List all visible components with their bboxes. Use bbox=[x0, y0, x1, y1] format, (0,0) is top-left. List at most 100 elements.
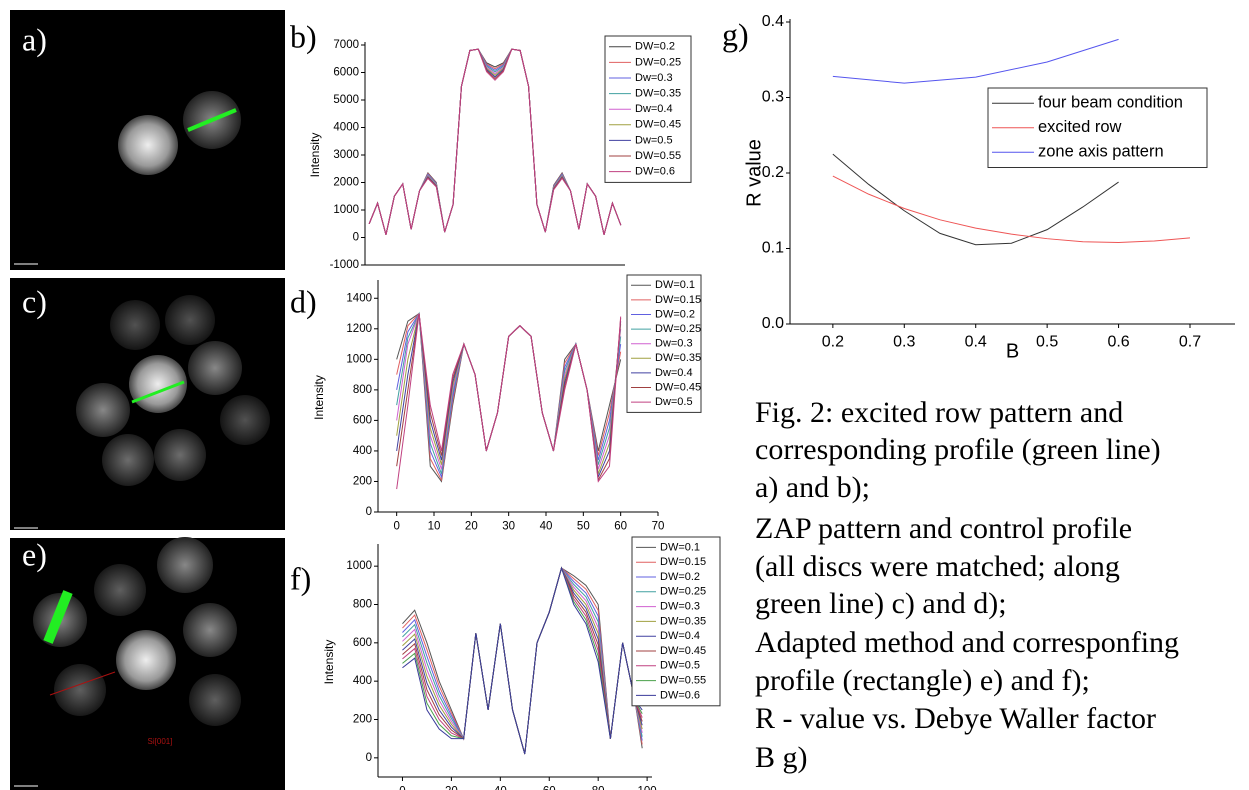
x-tick-label: 50 bbox=[577, 520, 590, 532]
series-line bbox=[368, 48, 622, 235]
x-tick-label: 70 bbox=[652, 520, 665, 532]
x-tick-label: 40 bbox=[494, 785, 507, 790]
caption-line: a) and b); bbox=[755, 471, 870, 504]
legend-label: DW=0.2 bbox=[655, 308, 695, 320]
caption-line: B g) bbox=[755, 741, 808, 774]
chart: 0.0 0.1 0.2 0.3 0.4 0.2 0.3 0.4 0.5 0.6 0.7 R value… bbox=[743, 13, 1235, 362]
x-tick-label: 60 bbox=[614, 520, 627, 532]
x-tick-label: 60 bbox=[543, 785, 556, 790]
image-a bbox=[10, 10, 285, 270]
legend-label: Dw=0.4 bbox=[655, 367, 693, 379]
legend-label: DW=0.2 bbox=[635, 41, 675, 53]
y-tick-label: 0.4 bbox=[762, 13, 784, 30]
y-tick-label: 400 bbox=[353, 675, 372, 687]
panel-label: f) bbox=[290, 560, 311, 596]
y-axis-label: R value bbox=[743, 139, 765, 207]
series-line bbox=[402, 566, 643, 755]
y-tick-label: 0 bbox=[366, 752, 372, 764]
legend-label: Dw=0.4 bbox=[635, 103, 673, 115]
y-tick-label: 800 bbox=[353, 599, 372, 611]
y-tick-label: 1000 bbox=[346, 560, 372, 572]
legend-label: DW=0.35 bbox=[660, 615, 706, 627]
panel-label: g) bbox=[722, 16, 749, 52]
series-line bbox=[402, 566, 643, 755]
y-tick-label: 1000 bbox=[333, 204, 359, 216]
x-tick-label: 30 bbox=[502, 520, 515, 532]
y-axis-label: Intensity bbox=[312, 375, 326, 420]
caption-line: corresponding profile (green line) bbox=[755, 433, 1161, 466]
x-tick-label: 40 bbox=[540, 520, 553, 532]
y-tick-label: 200 bbox=[353, 475, 372, 487]
series-line bbox=[402, 567, 643, 755]
legend-label: DW=0.35 bbox=[635, 88, 681, 100]
y-tick-label: 200 bbox=[353, 714, 372, 726]
legend-label: DW=0.6 bbox=[635, 166, 675, 178]
caption-line: profile (rectangle) e) and f); bbox=[755, 664, 1090, 697]
chart: 0 200 400 600 800 1000 1200 1400 0 10 20 30 40 50 60 70… bbox=[312, 274, 702, 532]
legend-label: four beam condition bbox=[1038, 94, 1183, 112]
y-tick-label: 1000 bbox=[346, 353, 372, 365]
x-tick-label: 0.4 bbox=[965, 334, 987, 351]
legend-label: DW=0.45 bbox=[635, 119, 681, 131]
x-tick-label: 0.3 bbox=[893, 334, 915, 351]
legend-label: zone axis pattern bbox=[1038, 143, 1164, 161]
legend-label: DW=0.3 bbox=[660, 601, 700, 613]
series-line bbox=[402, 566, 643, 755]
legend-label: Dw=0.5 bbox=[635, 134, 673, 146]
series-line bbox=[402, 567, 643, 755]
x-tick-label: 100 bbox=[638, 785, 657, 790]
y-tick-label: 0 bbox=[353, 232, 359, 244]
legend-label: DW=0.25 bbox=[655, 323, 701, 335]
legend-label: excited row bbox=[1038, 118, 1122, 136]
y-tick-label: 4000 bbox=[333, 122, 359, 134]
chart: -1000 0 1000 2000 3000 4000 5000 6000 7000 Intens… bbox=[308, 35, 692, 271]
y-tick-label: 3000 bbox=[333, 149, 359, 161]
legend-label: DW=0.6 bbox=[660, 689, 700, 701]
panel-label: a) bbox=[22, 21, 47, 57]
x-tick-label: 80 bbox=[592, 785, 605, 790]
series-line bbox=[402, 566, 643, 755]
x-tick-label: 0.7 bbox=[1179, 334, 1201, 351]
caption-line: Adapted method and corresponfing bbox=[755, 626, 1179, 659]
y-tick-label: 6000 bbox=[333, 67, 359, 79]
x-tick-label: 0.2 bbox=[822, 334, 844, 351]
legend-label: DW=0.15 bbox=[655, 294, 701, 306]
legend-label: DW=0.55 bbox=[635, 150, 681, 162]
legend-label: DW=0.5 bbox=[660, 660, 700, 672]
caption-line: green line) c) and d); bbox=[755, 587, 1007, 620]
x-tick-label: 0 bbox=[393, 520, 399, 532]
legend-box bbox=[604, 35, 692, 183]
image-annotation: Si[001] bbox=[148, 737, 173, 746]
series-line bbox=[402, 566, 643, 755]
legend-label: DW=0.35 bbox=[655, 352, 701, 364]
panel-label: c) bbox=[22, 283, 47, 319]
y-tick-label: 1200 bbox=[346, 323, 372, 335]
legend-label: DW=0.1 bbox=[655, 279, 695, 291]
series-line bbox=[402, 566, 643, 755]
caption-line: R - value vs. Debye Waller factor bbox=[755, 702, 1156, 735]
legend-label: DW=0.25 bbox=[660, 586, 706, 598]
legend-label: DW=0.4 bbox=[660, 630, 700, 642]
series-line bbox=[402, 566, 643, 755]
legend-label: DW=0.45 bbox=[655, 381, 701, 393]
x-tick-label: 0 bbox=[399, 785, 405, 790]
legend-label: DW=0.55 bbox=[660, 675, 706, 687]
y-tick-label: 0.3 bbox=[762, 89, 784, 106]
x-tick-label: 0.5 bbox=[1036, 334, 1058, 351]
image-c bbox=[10, 278, 285, 530]
y-tick-label: 0 bbox=[366, 506, 372, 518]
x-tick-label: 0.6 bbox=[1107, 334, 1129, 351]
panel-label: d) bbox=[290, 283, 317, 319]
legend-label: DW=0.2 bbox=[660, 571, 700, 583]
legend-label: Dw=0.3 bbox=[655, 338, 693, 350]
y-tick-label: 0.0 bbox=[762, 315, 784, 332]
image-e: Si[001] bbox=[10, 537, 285, 790]
chart: 0 200 400 600 800 1000 0 20 40 60 80 100 Intensity DW… bbox=[322, 536, 721, 790]
y-tick-label: 0.2 bbox=[762, 164, 784, 181]
y-tick-label: 2000 bbox=[333, 177, 359, 189]
panel-label: e) bbox=[22, 536, 47, 572]
legend-label: DW=0.45 bbox=[660, 645, 706, 657]
y-tick-label: 7000 bbox=[333, 39, 359, 51]
legend-label: DW=0.1 bbox=[660, 541, 700, 553]
